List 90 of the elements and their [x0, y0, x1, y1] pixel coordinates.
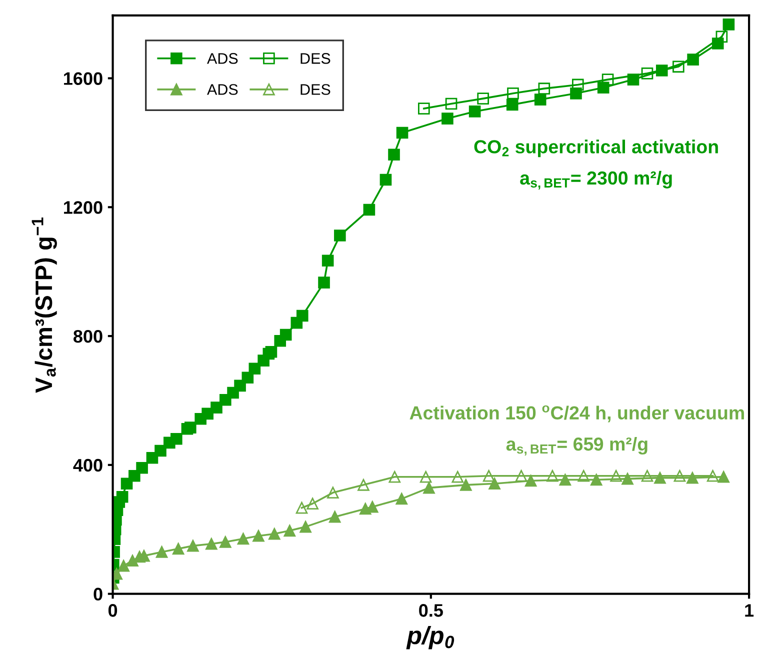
point — [300, 520, 312, 533]
point — [423, 482, 435, 494]
point — [572, 78, 584, 91]
point — [546, 470, 558, 482]
point — [477, 92, 489, 104]
legend-label: DES — [300, 84, 330, 95]
point — [507, 88, 519, 100]
point — [718, 470, 730, 483]
point — [538, 82, 550, 94]
point — [280, 328, 292, 341]
point — [460, 479, 472, 491]
point — [268, 528, 280, 540]
point — [388, 470, 401, 483]
legend-label: ADS — [207, 84, 238, 95]
legend-label: DES — [300, 53, 330, 64]
point — [716, 30, 728, 43]
point — [420, 470, 432, 483]
point — [210, 402, 222, 414]
point — [252, 530, 264, 542]
point — [318, 276, 330, 288]
point — [205, 538, 218, 550]
point — [363, 204, 376, 216]
point — [219, 536, 232, 548]
point — [418, 102, 430, 114]
x-axis-title: p/p$_{0}$ — [406, 626, 454, 650]
point — [248, 362, 261, 374]
point — [452, 470, 464, 483]
point — [515, 470, 528, 482]
point — [380, 174, 392, 186]
point — [237, 532, 250, 545]
point — [706, 470, 719, 482]
point — [116, 490, 128, 503]
point — [396, 126, 408, 139]
point — [445, 98, 458, 110]
point — [284, 524, 296, 537]
y-tick-label: 800 — [74, 330, 102, 343]
point — [322, 254, 334, 267]
point — [187, 540, 199, 552]
point — [534, 94, 546, 106]
point — [306, 498, 318, 510]
point — [672, 60, 684, 73]
x-tick-label: 1 — [745, 604, 754, 617]
point — [128, 470, 140, 482]
x-tick-label: 0 — [108, 604, 118, 617]
point — [559, 474, 572, 486]
point — [524, 474, 537, 487]
point — [328, 510, 341, 523]
annotation: a$_{s,BET}$= 659 m²/g — [506, 436, 648, 456]
point — [622, 472, 634, 485]
annotation: a$_{s,BET}$= 2300 m²/g — [520, 170, 672, 190]
point — [172, 542, 184, 555]
x-tick-label: 0.5 — [419, 604, 443, 617]
y-tick-label: 1600 — [64, 72, 102, 85]
point — [242, 372, 254, 384]
point — [296, 502, 308, 514]
point — [234, 380, 246, 392]
point — [296, 310, 308, 322]
point — [136, 462, 148, 474]
point — [118, 560, 130, 572]
point — [388, 148, 400, 161]
point — [590, 474, 602, 486]
point — [602, 74, 614, 86]
point — [482, 470, 495, 482]
point — [170, 432, 182, 445]
annotation: CO$_{2}$ supercritical activation — [474, 140, 718, 158]
point — [358, 479, 370, 491]
point — [334, 230, 346, 242]
point — [442, 112, 454, 124]
y-tick-label: 400 — [73, 458, 102, 472]
point — [468, 106, 481, 118]
point — [126, 554, 138, 567]
legend-label: ADS — [207, 53, 238, 64]
point — [506, 98, 518, 111]
point — [184, 422, 196, 434]
point — [154, 444, 166, 457]
annotation: Activation 150 $^{o}$C/24 h, under vacuum — [410, 405, 744, 422]
y-tick-label: 1200 — [64, 201, 102, 214]
point — [396, 492, 408, 505]
y-axis-title: V$_{a}$/cm³(STP) g$^{−1}$ — [32, 218, 57, 393]
point — [327, 486, 339, 499]
y-tick-label: 0 — [94, 588, 102, 601]
point — [641, 68, 654, 80]
point — [674, 470, 686, 482]
point — [578, 470, 590, 482]
point — [610, 470, 622, 482]
point — [265, 346, 278, 358]
point — [156, 546, 168, 558]
point — [641, 470, 654, 482]
point — [722, 18, 735, 30]
point — [488, 478, 500, 490]
